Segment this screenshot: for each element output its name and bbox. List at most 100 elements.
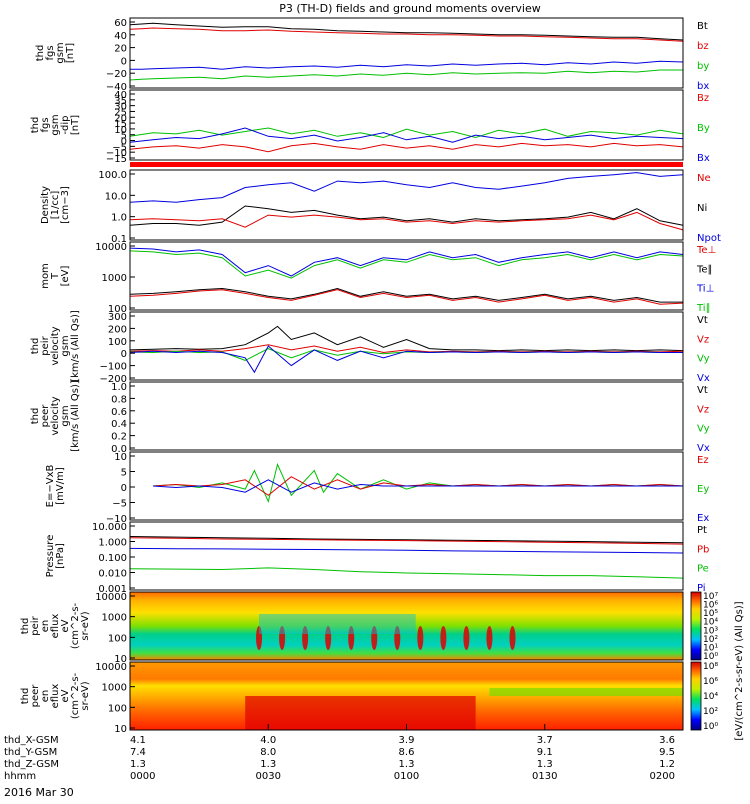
y-axis-label: fgs	[40, 117, 51, 132]
y-tick-label: −15	[106, 154, 127, 165]
separator-bar	[130, 162, 683, 167]
date-label: 2016 Mar 30	[4, 786, 74, 799]
y-tick-label: 10	[114, 125, 127, 136]
y-tick-label: 0.0	[111, 444, 127, 455]
series-Ey	[152, 462, 684, 504]
panel-frame	[129, 591, 684, 661]
x-row-label: thd_Z-GSM	[4, 759, 59, 770]
y-tick-label: 1.000	[98, 538, 127, 549]
legend-entry: Te∥	[696, 264, 713, 275]
y-axis-label: en	[40, 690, 51, 703]
colorbar-tick-label: 10⁸	[703, 662, 718, 672]
y-tick-label: 0.8	[111, 394, 127, 405]
y-tick-label: 1000	[102, 273, 127, 284]
x-tick-value: 0030	[256, 771, 281, 782]
series-Pe	[129, 567, 684, 579]
colorbar-tick-label: 10⁰	[703, 652, 718, 662]
x-axis-labels: thd_X-GSMthd_Y-GSMthd_Z-GSMhhmm4.17.41.3…	[4, 724, 684, 782]
ion-burst	[371, 626, 378, 650]
series-Npot	[129, 172, 684, 203]
legend-entry: Ni	[697, 203, 707, 214]
y-tick-label: 1.0	[111, 213, 127, 224]
panel-p10: 10⁸ 10⁶ 10⁴ 10² 10⁰ 10000 1000 100 10 thd peer en ef…	[20, 661, 718, 735]
series-Bt	[129, 22, 684, 41]
series-By	[129, 127, 684, 139]
colorbar-tick-label: 10²	[703, 707, 718, 717]
y-tick-label: −10	[106, 148, 127, 159]
series-Vt	[129, 325, 684, 352]
y-axis-label: sr-eV)	[80, 611, 91, 640]
x-tick-value: 0000	[130, 771, 155, 782]
y-tick-label: 30	[114, 102, 127, 113]
y-axis-label: velocity	[50, 326, 61, 365]
y-axis-label: mom	[40, 263, 51, 289]
colorbar-tick-label: 10²	[703, 635, 718, 645]
x-tick-value: 4.0	[260, 735, 276, 746]
ion-burst	[417, 626, 424, 650]
series-Vx	[129, 345, 683, 374]
panel-p8: 10.000 1.000 0.100 0.010 0.001 Pressure [nPa] P…	[45, 521, 709, 595]
colorbar-unit-label: [eV/(cm^2-s-sr-eV) (All Qs)]	[734, 601, 745, 740]
colorbar-tick-label: 10⁷	[703, 592, 718, 602]
x-tick-value: 1.3	[260, 759, 276, 770]
y-tick-label: 10000	[95, 592, 127, 603]
y-tick-label: 0.6	[111, 407, 127, 418]
x-tick-value: 9.1	[537, 747, 553, 758]
panel-frame	[129, 17, 684, 89]
y-tick-label: 40	[114, 31, 127, 42]
x-tick-value: 1.3	[399, 759, 415, 770]
legend-entry: Pt	[697, 525, 707, 536]
series-Pi	[129, 547, 684, 554]
colorbar-tick-label: 10¹	[703, 643, 718, 653]
y-axis-label: -dip	[60, 115, 71, 134]
y-tick-label: −10	[106, 514, 127, 525]
y-axis-label: gsm	[60, 405, 71, 426]
panel-p3: 100.0 10.0 1.0 0.1 Density [1/cc] [cm−3] Ne Ni Np…	[40, 169, 721, 245]
legend-entry: Ey	[697, 484, 709, 495]
y-axis-label: gsm	[50, 114, 61, 135]
y-axis-label: [km/s (All Qs)]	[70, 310, 81, 382]
panel-frame	[129, 89, 684, 161]
series-bz	[129, 27, 684, 42]
y-tick-label: −40	[106, 82, 127, 93]
series-Te∥	[129, 287, 683, 303]
y-tick-label: 100	[108, 304, 127, 315]
y-axis-label: (cm^2-s-	[70, 672, 81, 719]
y-tick-label: 10.0	[105, 191, 127, 202]
colorbar-tick-label: 10⁴	[703, 618, 718, 628]
y-axis-label: fgs	[45, 45, 56, 60]
legend-entry: Ez	[697, 455, 709, 466]
y-tick-label: 5	[121, 131, 127, 142]
legend-entry: Ex	[697, 513, 709, 524]
y-tick-label: 0.2	[111, 432, 127, 443]
legend-entry: Vy	[697, 354, 710, 365]
legend-entry: Vz	[697, 334, 709, 345]
panel-p4: 10000 1000 100 mom T [eV] Te⊥ Te∥ Ti⊥ Ti∥	[40, 241, 716, 315]
y-tick-label: 1.0	[111, 382, 127, 393]
y-tick-label: 10000	[95, 662, 127, 673]
series-Te⊥	[129, 289, 684, 305]
y-axis-label: eV	[60, 689, 71, 702]
y-tick-label: 0.001	[98, 584, 127, 595]
y-tick-label: 10	[114, 654, 127, 665]
series-Bx	[129, 127, 684, 143]
ion-burst	[463, 626, 470, 650]
ion-burst	[440, 626, 447, 650]
electron-enhancement	[245, 696, 476, 730]
legend-entry: Ti⊥	[696, 284, 714, 295]
x-tick-value: 3.7	[537, 735, 553, 746]
y-axis-label: sr-eV)	[80, 681, 91, 710]
y-tick-label: −20	[106, 69, 127, 80]
series-bx	[130, 60, 684, 70]
y-axis-label: eflux	[50, 684, 61, 709]
x-tick-value: 1.3	[537, 759, 553, 770]
y-axis-label: E=−VxB	[45, 465, 56, 508]
y-tick-label: −100	[100, 362, 127, 373]
y-tick-label: −5	[112, 142, 127, 153]
y-tick-label: 0	[121, 137, 127, 148]
y-axis-label: thd	[30, 408, 41, 425]
